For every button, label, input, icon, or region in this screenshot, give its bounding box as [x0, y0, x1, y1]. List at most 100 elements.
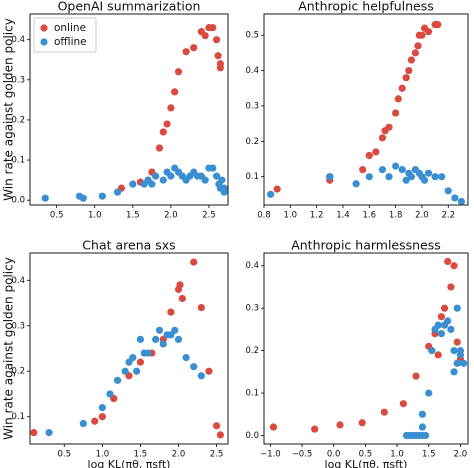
point	[444, 187, 452, 195]
x-tick-label: 0.0	[327, 450, 341, 460]
point	[144, 349, 152, 357]
point	[447, 325, 455, 333]
legend-box	[33, 17, 97, 53]
x-tick-label: 2.0	[172, 450, 186, 460]
point	[79, 194, 87, 202]
point	[425, 389, 433, 397]
point	[450, 368, 458, 376]
point	[209, 164, 217, 172]
point	[434, 21, 442, 29]
point	[201, 176, 209, 184]
y-tick-label: 0.2	[245, 137, 259, 147]
y-tick-label: 0.1	[11, 412, 25, 422]
point	[152, 335, 160, 344]
point	[428, 347, 436, 355]
y-tick-label: 0.5	[245, 31, 259, 41]
point	[453, 304, 461, 312]
point	[190, 363, 198, 371]
point	[121, 367, 129, 375]
point	[326, 173, 334, 181]
point	[171, 88, 179, 96]
y-tick-label: 0.0	[11, 196, 25, 206]
point	[418, 410, 426, 418]
y-tick-label: 0.1	[11, 156, 25, 166]
point	[434, 351, 442, 359]
x-tick-label: −1.0	[260, 450, 281, 460]
point	[380, 408, 388, 416]
point	[148, 180, 156, 188]
point	[182, 48, 190, 56]
point	[421, 431, 430, 440]
y-tick-label: 0.0	[245, 431, 259, 441]
point	[437, 313, 445, 321]
point	[174, 68, 183, 76]
point	[182, 353, 190, 362]
x-axis-label: log KL(πθ, πsft)	[88, 458, 171, 468]
point	[420, 176, 429, 184]
point	[201, 32, 209, 40]
x-tick-label: 2.5	[202, 211, 216, 221]
x-tick-label: 1.4	[336, 211, 350, 221]
legend-label: offline	[54, 36, 87, 48]
point	[450, 262, 458, 270]
axes-frame	[29, 252, 229, 445]
point	[453, 338, 461, 346]
x-tick-label: 0.5	[50, 211, 64, 221]
point	[457, 197, 466, 206]
point	[358, 419, 366, 427]
point	[136, 358, 145, 366]
x-tick-label: 1.8	[389, 211, 403, 221]
point	[163, 120, 171, 128]
point	[197, 372, 205, 380]
point	[378, 166, 387, 174]
point	[176, 281, 184, 289]
point	[190, 44, 198, 52]
x-tick-label: 1.6	[363, 211, 377, 221]
point	[459, 359, 468, 367]
point	[311, 425, 319, 433]
point	[414, 42, 422, 50]
x-tick-label: 0.8	[257, 211, 271, 221]
y-tick-label: 0.3	[245, 101, 259, 111]
point	[190, 258, 198, 266]
point	[155, 144, 164, 152]
y-axis-label: Win rate against golden policy	[2, 18, 16, 201]
legend-label: online	[54, 22, 86, 34]
point	[424, 28, 433, 36]
point	[437, 330, 445, 338]
point	[98, 404, 106, 412]
x-tick-label: 2.5	[210, 450, 224, 460]
y-tick-label: 0.2	[11, 115, 25, 125]
point	[431, 173, 439, 181]
y-tick-label: 0.1	[245, 389, 259, 399]
point	[365, 151, 373, 160]
point	[113, 188, 122, 196]
point	[209, 24, 217, 32]
x-tick-label: 1.5	[126, 211, 140, 221]
point	[159, 340, 167, 348]
panel-title: OpenAI summarization	[58, 0, 201, 14]
y-tick-label: 0.4	[11, 35, 25, 45]
y-tick-label: 0.3	[11, 75, 25, 85]
point	[398, 84, 406, 92]
point	[216, 60, 224, 68]
point	[444, 257, 452, 266]
point	[412, 372, 420, 380]
axes-frame	[263, 13, 469, 206]
x-tick-label: 2.2	[441, 211, 455, 221]
point	[407, 173, 416, 181]
point	[456, 347, 464, 355]
point	[352, 180, 360, 188]
point	[167, 172, 175, 180]
point	[336, 421, 344, 429]
x-tick-label: 1.2	[310, 211, 324, 221]
point	[155, 326, 164, 334]
point	[159, 128, 167, 136]
point	[167, 308, 175, 316]
x-tick-label: 2.0	[415, 211, 429, 221]
axes-frame	[263, 252, 469, 445]
point	[378, 134, 387, 142]
point	[399, 400, 407, 408]
y-tick-label: 0.1	[245, 172, 259, 182]
point	[133, 367, 141, 375]
